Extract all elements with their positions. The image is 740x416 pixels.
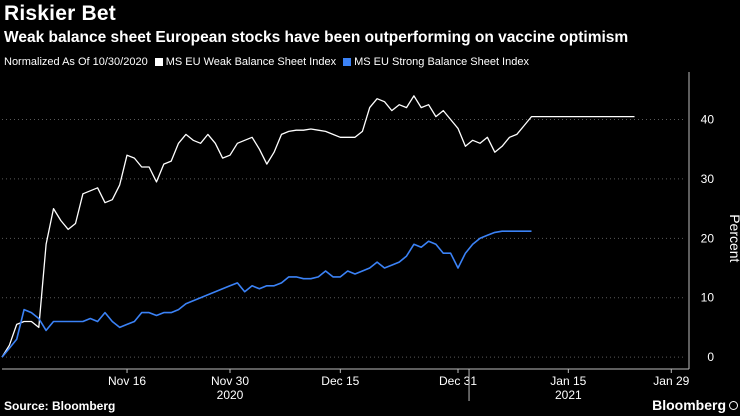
legend-label-weak: MS EU Weak Balance Sheet Index (165, 56, 337, 68)
x-tick-label: Dec 15 (321, 374, 359, 388)
y-tick-label: 10 (701, 291, 715, 305)
legend-item-weak: MS EU Weak Balance Sheet Index (154, 56, 337, 68)
x-tick-label: Jan 29 (653, 374, 689, 388)
legend-swatch-strong (343, 58, 352, 66)
chart-subtitle: Weak balance sheet European stocks have … (4, 29, 629, 46)
legend-label-strong: MS EU Strong Balance Sheet Index (354, 56, 529, 68)
legend-note-label: Normalized As Of 10/30/2020 (4, 56, 148, 68)
x-tick-label: Dec 31 (439, 374, 477, 388)
series-line-weak (1, 95, 635, 358)
y-tick-label: 20 (701, 231, 715, 245)
source-note: Source: Bloomberg (4, 399, 116, 413)
x-tick-label: Jan 15 (550, 374, 586, 388)
legend: Normalized As Of 10/30/2020 MS EU Weak B… (4, 56, 536, 68)
y-tick-label: 0 (707, 350, 714, 364)
legend-swatch-weak (154, 58, 163, 66)
chart-title: Riskier Bet (4, 2, 116, 25)
x-year-label: 2020 (217, 388, 244, 402)
series-line-strong (1, 230, 532, 358)
legend-note: Normalized As Of 10/30/2020 (4, 56, 148, 68)
x-tick-label: Nov 30 (211, 374, 249, 388)
y-tick-label: 30 (701, 172, 715, 186)
y-axis-label: Percent (727, 214, 740, 262)
x-year-label: 2021 (555, 388, 582, 402)
legend-item-strong: MS EU Strong Balance Sheet Index (343, 56, 529, 68)
brand-mark-icon (729, 401, 738, 410)
y-tick-label: 40 (701, 113, 715, 127)
brand-logo: Bloomberg (652, 397, 726, 413)
x-tick-label: Nov 16 (108, 374, 146, 388)
